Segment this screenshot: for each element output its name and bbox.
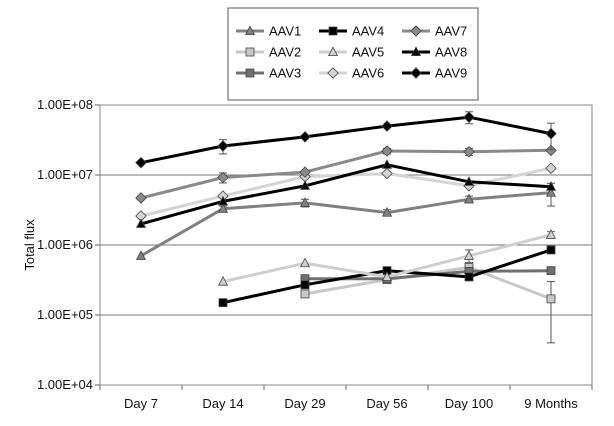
data-point-aav7	[135, 192, 147, 204]
y-tick-label: 1.00E+04	[37, 377, 93, 392]
data-point-aav5	[545, 229, 557, 239]
data-point-aav4	[464, 272, 474, 282]
legend-marker-aav2	[245, 47, 255, 57]
x-tick-label: Day 56	[366, 396, 407, 411]
data-point-aav1	[135, 250, 147, 260]
data-point-aav8	[299, 180, 311, 190]
data-point-aav1	[545, 186, 557, 197]
legend-label-aav7: AAV7	[435, 24, 467, 39]
legend-label-aav4: AAV4	[352, 24, 384, 39]
legend-marker-aav8	[410, 46, 422, 56]
series-aav4	[218, 245, 556, 308]
data-point-aav7	[217, 171, 229, 184]
series-aav5	[217, 229, 557, 286]
data-point-aav8	[463, 176, 475, 186]
x-tick-label: Day 100	[445, 396, 493, 411]
y-tick-label: 1.00E+06	[37, 237, 93, 252]
legend-marker-aav3	[245, 68, 255, 78]
data-point-aav4	[546, 245, 556, 255]
legend-marker-aav5	[327, 46, 339, 56]
data-point-aav1	[381, 206, 393, 217]
x-tick-label: Day 29	[284, 396, 325, 411]
series-line-aav1	[140, 191, 552, 258]
data-point-aav9	[463, 111, 475, 123]
y-tick-label: 1.00E+08	[37, 97, 93, 112]
x-tick-label: 9 Months	[524, 396, 578, 411]
data-point-aav7	[463, 145, 475, 158]
data-point-aav7	[381, 145, 393, 157]
data-point-aav8	[545, 181, 557, 191]
legend-label-aav2: AAV2	[269, 45, 301, 60]
data-point-aav6	[381, 167, 393, 180]
data-point-aav4	[300, 280, 310, 290]
y-axis-label: Total flux	[22, 219, 37, 271]
data-point-aav8	[135, 218, 147, 228]
legend-item-aav8: AAV8	[402, 45, 467, 60]
chart-axes: 1.00E+04 1.00E+05 1.00E+06 1.00E+07 1.00E+08…	[22, 97, 593, 411]
series-line-aav8	[140, 163, 552, 226]
data-point-aav5	[463, 250, 475, 260]
x-tick-label: Day 14	[202, 396, 243, 411]
data-point-aav9	[381, 120, 393, 132]
legend-label-aav9: AAV9	[435, 66, 467, 81]
legend-item-aav9: AAV9	[402, 66, 467, 81]
legend-marker-aav6	[327, 67, 339, 79]
data-point-aav1	[463, 193, 475, 204]
legend-marker-aav7	[410, 25, 422, 37]
series-aav9	[135, 111, 557, 169]
data-point-aav5	[299, 257, 311, 268]
data-point-aav7	[299, 166, 311, 178]
data-point-aav7	[545, 144, 557, 157]
series-line-aav7	[140, 148, 552, 200]
legend-item-aav5: AAV5	[319, 45, 384, 60]
legend-label-aav8: AAV8	[435, 45, 467, 60]
legend-label-aav1: AAV1	[269, 24, 301, 39]
legend-item-aav1: AAV1	[236, 24, 301, 39]
data-point-aav6	[545, 162, 557, 174]
data-point-aav8	[381, 159, 393, 169]
data-point-aav1	[217, 203, 229, 213]
series-aav7	[135, 144, 557, 204]
legend-marker-aav4	[328, 26, 338, 36]
data-point-aav5	[381, 271, 393, 281]
legend-item-aav7: AAV7	[402, 24, 467, 39]
legend-label-aav3: AAV3	[269, 66, 301, 81]
data-point-aav9	[299, 131, 311, 143]
data-point-aav1	[299, 197, 311, 207]
data-point-aav8	[217, 195, 229, 206]
legend: AAV1 AAV2 AAV3 AAV4 AAV5 AAV6 AAV7 AAV8 AAV9	[227, 7, 479, 101]
legend-item-aav4: AAV4	[319, 24, 384, 39]
data-point-aav2	[300, 289, 310, 299]
series-aav6	[135, 162, 557, 222]
data-point-aav9	[217, 140, 229, 152]
legend-label-aav5: AAV5	[352, 45, 384, 60]
data-point-aav9	[545, 127, 557, 140]
x-tick-label: Day 7	[124, 396, 158, 411]
legend-item-aav2: AAV2	[236, 45, 301, 60]
legend-label-aav6: AAV6	[352, 66, 384, 81]
y-tick-label: 1.00E+05	[37, 307, 93, 322]
legend-box	[227, 7, 479, 101]
legend-marker-aav1	[244, 25, 256, 35]
plot-area	[135, 111, 557, 344]
legend-marker-aav9	[410, 67, 422, 79]
data-point-aav5	[217, 275, 229, 286]
legend-item-aav6: AAV6	[319, 66, 384, 81]
series-aav1	[135, 182, 557, 260]
series-line-aav9	[140, 115, 552, 165]
y-tick-label: 1.00E+07	[37, 167, 93, 182]
data-point-aav9	[135, 156, 147, 169]
data-point-aav2	[546, 294, 556, 304]
series-aav8	[135, 159, 557, 228]
legend-item-aav3: AAV3	[236, 66, 301, 81]
data-point-aav3	[546, 266, 556, 276]
data-point-aav4	[218, 298, 228, 308]
